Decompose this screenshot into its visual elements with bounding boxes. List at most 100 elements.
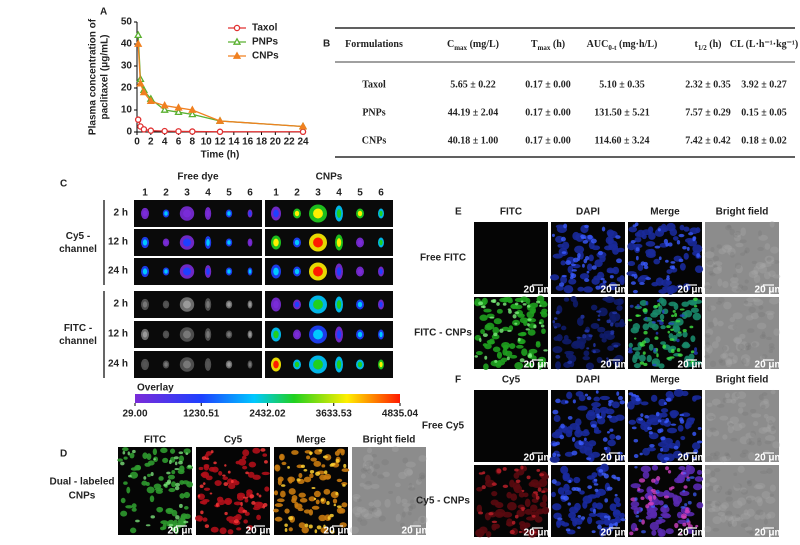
cell-signal (682, 246, 687, 250)
cell-signal (131, 503, 137, 509)
cell-signal (679, 314, 685, 318)
cell-signal (717, 296, 725, 303)
marker (134, 116, 142, 123)
cell-signal (643, 330, 648, 335)
colorbar-tick-label: 29.00 (122, 409, 147, 420)
header-main: T (531, 39, 538, 50)
cell-signal (761, 490, 771, 499)
imaging-tile (134, 291, 262, 318)
time-label: 12 h (108, 237, 128, 248)
scale-bar-label: 20 μm (755, 453, 784, 464)
cell-signal (586, 347, 590, 350)
cell-signal (520, 465, 524, 470)
cell-signal (366, 466, 374, 474)
cell-signal (749, 531, 755, 536)
cell-signal (336, 505, 342, 508)
cell-signal (552, 442, 558, 447)
cell-signal (588, 254, 594, 262)
cell-signal (215, 502, 219, 507)
organ-signal (164, 240, 168, 245)
cell-signal (597, 326, 606, 333)
cell-signal (593, 426, 599, 434)
cell-signal (712, 455, 719, 460)
cell-signal (739, 436, 750, 445)
cell-signal (667, 330, 670, 334)
table-header: t1/2 (h) (694, 39, 721, 51)
cell-signal (606, 269, 617, 274)
header-unit: (mg·h/L) (617, 39, 658, 50)
cell-signal (583, 286, 593, 293)
table-cell: 5.10 ± 0.35 (599, 79, 645, 90)
cell-signal (751, 413, 762, 418)
cell-signal (564, 400, 569, 404)
cell-signal (690, 359, 694, 364)
cell-signal (533, 491, 538, 494)
cell-signal (758, 394, 764, 401)
cell-signal (751, 341, 760, 348)
cell-signal (568, 354, 577, 363)
cell-signal (298, 522, 306, 529)
cell-signal (132, 449, 136, 454)
cell-signal (522, 492, 529, 498)
cell-signal (765, 434, 776, 442)
cell-signal (539, 473, 545, 477)
cell-signal (577, 526, 581, 529)
cell-signal (729, 317, 736, 323)
micrograph (474, 390, 548, 462)
table-cell: 0.15 ± 0.05 (741, 107, 787, 118)
cell-signal (342, 484, 346, 487)
imaging-tile (134, 229, 262, 256)
cell-signal (613, 344, 619, 348)
cell-signal (648, 501, 654, 506)
cell-signal (357, 517, 363, 522)
cell-signal (608, 523, 614, 528)
cell-signal (609, 428, 614, 432)
cell-signal (657, 419, 662, 423)
cell-signal (756, 440, 762, 447)
cell-signal (490, 299, 496, 303)
cell-signal (553, 414, 561, 423)
cell-signal (615, 435, 621, 440)
cell-signal (690, 307, 699, 313)
cell-signal (668, 333, 674, 340)
cell-signal (588, 334, 593, 338)
time-label: 24 h (108, 266, 128, 277)
cell-signal (481, 297, 488, 305)
cell-signal (715, 336, 721, 343)
cell-signal (310, 457, 317, 462)
cell-signal (769, 297, 780, 305)
cell-signal (643, 265, 649, 270)
cell-signal (195, 515, 203, 522)
cell-signal (634, 236, 642, 243)
cell-signal (502, 511, 513, 518)
cell-signal (679, 413, 685, 417)
cell-signal (740, 489, 748, 495)
cell-signal (563, 223, 568, 229)
cell-signal (670, 410, 678, 419)
cell-signal (670, 261, 676, 264)
cell-signal (713, 264, 718, 268)
cell-signal (528, 481, 536, 487)
cell-signal (543, 349, 548, 352)
cell-signal (681, 412, 691, 417)
cell-signal (584, 446, 593, 456)
cell-signal (134, 464, 141, 471)
cell-signal (756, 282, 761, 288)
cell-signal (696, 253, 700, 258)
cell-signal (525, 328, 530, 331)
cell-signal (408, 484, 414, 489)
cell-signal (541, 490, 546, 494)
cell-signal (586, 475, 596, 480)
cell-signal (560, 423, 565, 429)
cell-signal (710, 247, 715, 253)
cell-signal (203, 487, 211, 491)
marker (134, 30, 143, 39)
cell-signal (736, 288, 742, 292)
cell-signal (642, 323, 650, 331)
cell-signal (415, 479, 422, 485)
cell-signal (563, 297, 570, 302)
cell-signal (686, 478, 691, 482)
cell-signal (587, 234, 593, 240)
cell-signal (753, 274, 761, 284)
organ-signal (273, 267, 279, 276)
